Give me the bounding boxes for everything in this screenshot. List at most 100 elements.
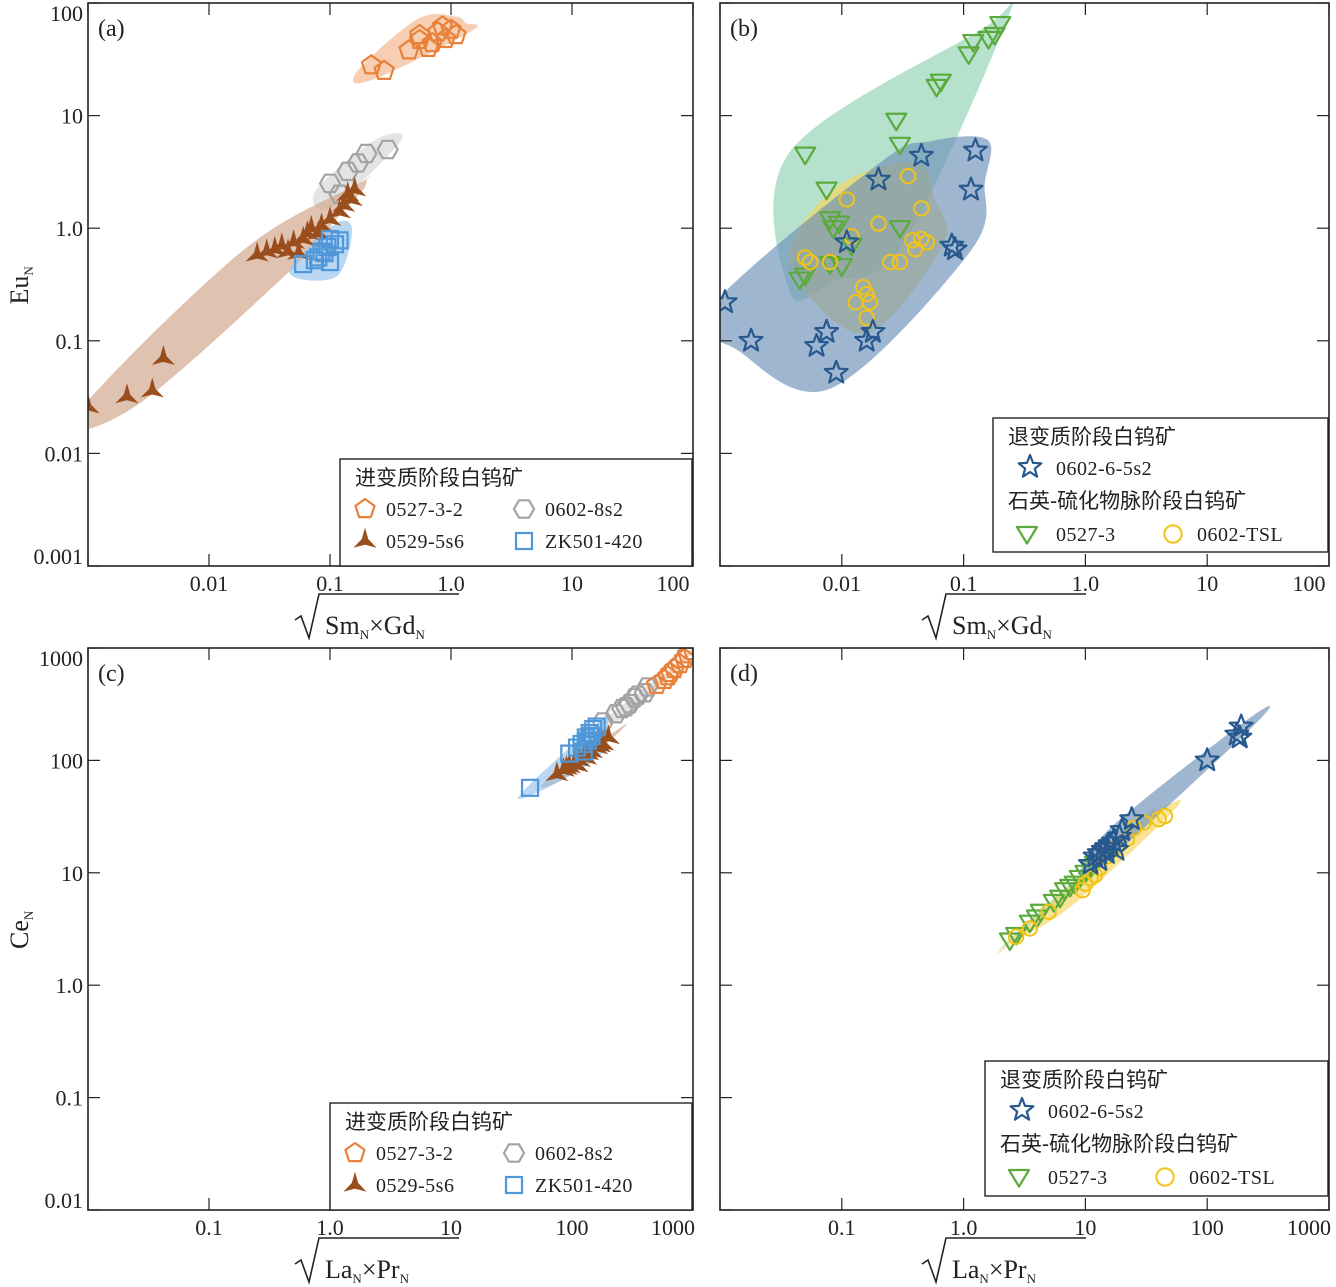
point-0602-6-5s2 (1194, 747, 1220, 772)
point-0529-5s6 (88, 393, 100, 414)
y-tick-label: 0.01 (45, 1188, 84, 1213)
point-0602-6-5s2 (854, 327, 880, 352)
legend-title: 退变质阶段白钨矿 (1008, 425, 1176, 449)
legend-item-label: 0527-3-2 (376, 1143, 453, 1165)
point-0529-5s6 (596, 724, 621, 745)
panel-b: 0.01 0.1 1.0 10 100 (b) SmN×GdN 退变质阶段白钨矿 0602-6-… (719, 2, 1330, 642)
tristar-icon (343, 1171, 367, 1192)
point-0527-3-2 (676, 648, 693, 664)
point-0529-5s6 (554, 754, 579, 776)
point-0602-8s2 (633, 683, 656, 703)
legend-title: 进变质阶段白钨矿 (345, 1110, 513, 1134)
point-ZK501-420 (330, 231, 349, 250)
point-0602-8s2 (611, 698, 634, 719)
point-0527-3-2 (445, 23, 467, 45)
x-tick-label: 0.1 (950, 571, 978, 596)
point-0527-3-2 (659, 661, 681, 683)
legend-item-label: ZK501-420 (535, 1175, 633, 1197)
point-0527-3-2 (657, 665, 679, 686)
point-ZK501-420 (520, 778, 540, 797)
x-tick-label: 10 (440, 1215, 462, 1240)
x-tick-label: 0.1 (195, 1215, 223, 1240)
point-0602-8s2 (376, 139, 399, 160)
point-0527-3-2 (427, 21, 449, 42)
x-axis-title-text: LaN×PrN (952, 1255, 1037, 1286)
legend-item-label: 0602-8s2 (545, 499, 623, 521)
point-0527-3 (989, 15, 1012, 35)
point-0529-5s6 (276, 238, 300, 259)
y-tick-label: 0.1 (56, 1086, 84, 1111)
point-0602-6-5s2 (823, 359, 849, 384)
sqrt-radical-icon (294, 593, 459, 641)
pentagon-icon (344, 1141, 366, 1163)
point-0602-TSL (1077, 875, 1094, 892)
point-0527-3 (885, 112, 908, 132)
point-0602-6-5s2 (860, 318, 886, 343)
point-0602-6-5s2 (939, 232, 965, 257)
y-tick-label: 10 (61, 861, 83, 886)
point-0602-6-5s2 (942, 236, 968, 261)
point-0602-TSL (858, 285, 875, 303)
sqrt-radical-icon (921, 593, 1086, 641)
point-0527-3-2 (421, 32, 443, 53)
legend-title-2: 石英-硫化物脉阶段白钨矿 (1000, 1132, 1238, 1156)
pentagon-icon (354, 497, 376, 519)
x-tick-label: 1.0 (316, 1215, 344, 1240)
point-ZK501-420 (584, 719, 603, 739)
x-axis-title: SmN×GdN (294, 593, 459, 642)
legend-item-label: 0527-3 (1048, 1167, 1108, 1189)
x-axis-title: LaN×PrN (294, 1237, 459, 1286)
x-axis-title: SmN×GdN (921, 593, 1086, 642)
y-tick-label: 1000 (39, 646, 83, 671)
panel-c: 0.1 1.0 10 100 1000 0.01 0.1 1.0 10 100 1000 (c) LaN… (5, 646, 695, 1286)
plot-frame (719, 2, 1330, 567)
legend-box (992, 417, 1329, 553)
point-ZK501-420 (318, 237, 337, 257)
point-0527-3-2 (431, 15, 454, 36)
y-tick-label: 0.01 (45, 441, 84, 466)
panel-label: (a) (98, 16, 125, 42)
x-axis-title-text: SmN×GdN (325, 611, 426, 642)
point-0527-3 (983, 26, 1006, 46)
y-tick-label: 1.0 (56, 973, 84, 998)
down-triangle-icon (1015, 525, 1039, 545)
point-0527-3-2 (440, 18, 462, 39)
legend-title: 退变质阶段白钨矿 (1000, 1068, 1168, 1092)
plot-frame (719, 647, 1330, 1211)
point-0527-3 (815, 181, 838, 201)
x-tick-label: 1000 (651, 1215, 695, 1240)
legend-retro: 退变质阶段白钨矿 0602-6-5s2 石英-硫化物脉阶段白钨矿 0527-3 0602… (984, 1060, 1329, 1197)
legend-title-2: 石英-硫化物脉阶段白钨矿 (1008, 489, 1246, 513)
panel-a: 0.01 0.1 1.0 10 100 0.001 0.01 0.1 1.0 10 100 (a) Sm… (5, 1, 694, 642)
x-tick-label: 1000 (1287, 1215, 1331, 1240)
legend-prograde: 进变质阶段白钨矿 0527-3-2 0602-8s2 0529-5s6 ZK501-42… (329, 1102, 693, 1211)
point-0529-5s6 (151, 344, 176, 365)
legend-item-label: 0527-3 (1056, 524, 1116, 546)
x-tick-label: 1.0 (950, 1215, 978, 1240)
point-0527-3 (1053, 882, 1077, 901)
x-tick-label: 100 (556, 1215, 589, 1240)
point-0527-3-2 (398, 39, 420, 60)
point-0602-6-5s2 (814, 318, 840, 343)
point-0529-5s6 (336, 180, 360, 202)
point-0602-6-5s2 (1227, 724, 1253, 749)
point-0527-3-2 (360, 54, 382, 75)
legend-retro: 退变质阶段白钨矿 0602-6-5s2 石英-硫化物脉阶段白钨矿 0527-3 0602… (992, 417, 1329, 553)
points (88, 15, 467, 414)
point-0602-TSL (838, 191, 856, 208)
point-0527-3 (1005, 926, 1028, 946)
point-0602-TSL (1021, 920, 1039, 937)
point-0527-3 (888, 220, 912, 239)
field-0602-6-5s2 (720, 136, 992, 392)
y-tick-label: 100 (50, 748, 83, 773)
y-axis-title: CeN (5, 910, 36, 949)
y-tick-label: 0.001 (34, 544, 84, 569)
square-icon (504, 1175, 524, 1195)
field-ZK501-420 (517, 708, 612, 800)
x-tick-label: 0.01 (823, 571, 862, 596)
point-0602-8s2 (346, 153, 369, 173)
point-0527-3 (962, 33, 985, 53)
point-0602-TSL (913, 200, 930, 217)
legend-item-label: 0602-6-5s2 (1056, 458, 1152, 480)
